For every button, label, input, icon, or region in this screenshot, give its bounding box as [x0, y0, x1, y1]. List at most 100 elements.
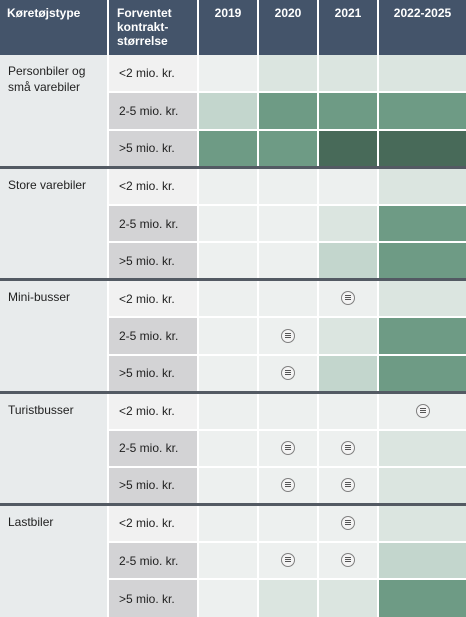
matrix-cell — [378, 353, 466, 393]
vehicle-type-label: Mini-busser — [0, 278, 109, 393]
matrix-cell — [378, 540, 466, 580]
document-icon — [281, 365, 295, 380]
document-icon — [415, 403, 430, 418]
matrix-cell — [258, 390, 319, 430]
matrix-cell — [318, 278, 379, 318]
matrix-cell — [258, 540, 319, 580]
matrix-cell — [318, 203, 379, 243]
header-row: Køretøjstype Forventet kontrakt-størrelse… — [0, 0, 466, 55]
contract-size-label: <2 mio. kr. — [108, 165, 199, 205]
contract-size-label: 2-5 mio. kr. — [108, 428, 199, 467]
matrix-cell — [318, 91, 379, 130]
matrix-cell — [198, 428, 259, 467]
matrix-cell — [258, 278, 319, 318]
matrix-cell — [378, 128, 466, 168]
matrix-cell — [318, 353, 379, 393]
matrix-cell — [198, 128, 259, 168]
contract-size-label: <2 mio. kr. — [108, 55, 199, 93]
table-row: 2-5 mio. kr. — [0, 91, 466, 130]
table-row: Personbiler og små varebiler <2 mio. kr. — [0, 55, 466, 168]
matrix-cell — [198, 278, 259, 318]
contract-size-label: >5 mio. kr. — [108, 353, 199, 393]
table-row: 2-5 mio. kr. — [0, 428, 466, 467]
header-year-2022-2025: 2022-2025 — [378, 0, 466, 55]
contract-size-label: >5 mio. kr. — [108, 128, 199, 168]
matrix-cell — [198, 353, 259, 393]
matrix-cell — [378, 241, 466, 280]
contract-size-label: >5 mio. kr. — [108, 578, 199, 617]
document-icon — [341, 291, 355, 306]
matrix-cell — [378, 316, 466, 355]
matrix-cell — [318, 241, 379, 280]
matrix-cell — [318, 165, 379, 205]
matrix-cell — [258, 353, 319, 393]
matrix-cell — [318, 316, 379, 355]
matrix-cell — [378, 502, 466, 542]
matrix-cell — [258, 91, 319, 130]
matrix-cell — [258, 128, 319, 168]
matrix-cell — [318, 578, 379, 617]
matrix-cell — [318, 502, 379, 542]
table-row: Lastbiler <2 mio. kr. — [0, 502, 466, 617]
matrix-cell — [318, 428, 379, 467]
document-icon — [281, 553, 295, 568]
table-row: Store varebiler <2 mio. kr. — [0, 165, 466, 280]
contract-size-label: <2 mio. kr. — [108, 278, 199, 318]
document-icon — [281, 441, 295, 456]
vehicle-type-label: Lastbiler — [0, 502, 109, 617]
contract-size-label: 2-5 mio. kr. — [108, 540, 199, 580]
matrix-cell — [378, 278, 466, 318]
matrix-cell — [198, 502, 259, 542]
document-icon — [281, 478, 295, 493]
header-year-2020: 2020 — [258, 0, 319, 55]
table-row: 2-5 mio. kr. — [0, 316, 466, 355]
table-row: 2-5 mio. kr. — [0, 203, 466, 243]
matrix-cell — [378, 465, 466, 505]
contract-size-label: 2-5 mio. kr. — [108, 203, 199, 243]
table-row: 2-5 mio. kr. — [0, 540, 466, 580]
matrix-cell — [198, 540, 259, 580]
matrix-cell — [318, 128, 379, 168]
document-icon — [341, 516, 355, 531]
matrix-cell — [198, 241, 259, 280]
matrix-cell — [198, 465, 259, 505]
matrix-cell — [378, 91, 466, 130]
vehicle-type-label: Turistbusser — [0, 390, 109, 505]
document-icon — [341, 553, 355, 568]
matrix-cell — [318, 390, 379, 430]
matrix-cell — [378, 203, 466, 243]
document-icon — [341, 478, 355, 493]
matrix-cell — [258, 578, 319, 617]
matrix-cell — [378, 428, 466, 467]
matrix-cell — [378, 390, 466, 430]
contract-size-label: <2 mio. kr. — [108, 502, 199, 542]
matrix-cell — [318, 540, 379, 580]
header-year-2019: 2019 — [198, 0, 259, 55]
matrix-cell — [198, 91, 259, 130]
table-row: >5 mio. kr. — [0, 128, 466, 168]
table-row: Turistbusser <2 mio. kr. — [0, 390, 466, 505]
matrix-cell — [318, 465, 379, 505]
contract-size-label: >5 mio. kr. — [108, 465, 199, 505]
matrix-cell — [198, 578, 259, 617]
matrix-cell — [198, 316, 259, 355]
matrix-cell — [258, 428, 319, 467]
matrix-cell — [318, 55, 379, 93]
contract-size-label: 2-5 mio. kr. — [108, 316, 199, 355]
matrix-cell — [378, 165, 466, 205]
matrix-cell — [378, 55, 466, 93]
vehicle-type-label: Store varebiler — [0, 165, 109, 280]
contract-size-label: >5 mio. kr. — [108, 241, 199, 280]
matrix-cell — [198, 165, 259, 205]
matrix-cell — [258, 203, 319, 243]
matrix-cell — [258, 241, 319, 280]
vehicle-type-label: Personbiler og små varebiler — [0, 55, 109, 168]
contract-size-label: 2-5 mio. kr. — [108, 91, 199, 130]
table-row: >5 mio. kr. — [0, 578, 466, 617]
table-row: >5 mio. kr. — [0, 465, 466, 505]
matrix-cell — [198, 390, 259, 430]
matrix-cell — [198, 203, 259, 243]
document-icon — [281, 328, 295, 343]
matrix-cell — [258, 502, 319, 542]
header-contract-size: Forventet kontrakt-størrelse — [108, 0, 199, 55]
